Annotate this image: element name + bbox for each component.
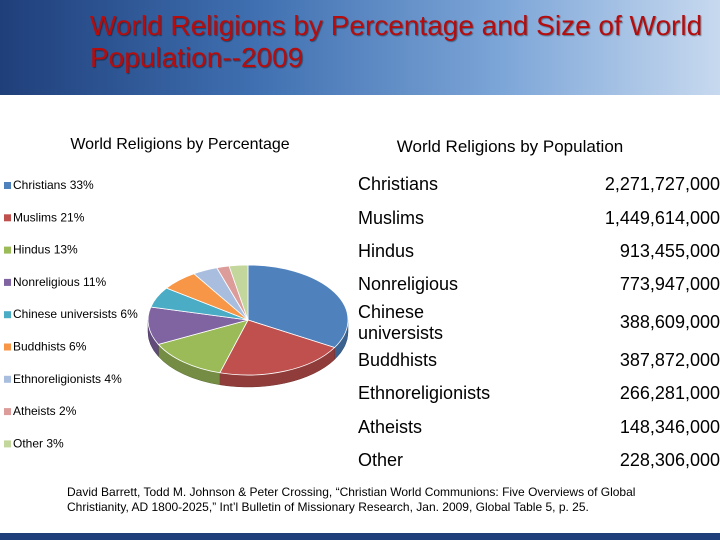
population-value: 148,346,000 bbox=[619, 416, 720, 437]
pie-slice bbox=[219, 319, 336, 376]
legend-name: Atheists bbox=[13, 404, 56, 418]
pie-chart: World Religions by Percentage Christians… bbox=[4, 136, 349, 451]
legend-label: Chinese universists 6% bbox=[13, 307, 138, 321]
table-title: World Religions by Population bbox=[396, 137, 624, 156]
table-row: Other 228,306,000 bbox=[358, 444, 720, 477]
legend-name: Christians bbox=[13, 178, 66, 192]
table-row: Chinese universists 388,609,000 bbox=[358, 302, 720, 344]
banner bbox=[0, 0, 720, 95]
population-value: 387,872,000 bbox=[619, 349, 720, 370]
legend-label: Christians 33% bbox=[13, 178, 94, 192]
table-row: Atheists 148,346,000 bbox=[358, 410, 720, 443]
citation: David Barrett, Todd M. Johnson & Peter C… bbox=[67, 485, 636, 514]
pie-slice bbox=[228, 264, 249, 321]
population-value: 1,449,614,000 bbox=[604, 207, 720, 228]
legend-value: 4% bbox=[104, 372, 122, 386]
pie-slice bbox=[147, 306, 249, 345]
legend-name: Ethnoreligionists bbox=[13, 372, 101, 386]
table-row: Buddhists 387,872,000 bbox=[358, 344, 720, 377]
legend-label: Ethnoreligionists 4% bbox=[13, 372, 122, 386]
legend-label: Buddhists 6% bbox=[13, 340, 87, 354]
population-value: 913,455,000 bbox=[619, 240, 720, 261]
legend-swatch bbox=[4, 182, 11, 189]
pie-slice bbox=[157, 319, 249, 374]
legend-name: Muslims bbox=[13, 210, 57, 224]
population-value: 773,947,000 bbox=[619, 274, 720, 295]
legend-value: 6% bbox=[120, 307, 138, 321]
legend-swatch bbox=[4, 408, 11, 416]
table-row: Ethnoreligionists 266,281,000 bbox=[358, 377, 720, 410]
religion-name: Nonreligious bbox=[358, 274, 459, 295]
legend-label: Atheists 2% bbox=[13, 404, 77, 418]
legend-swatch bbox=[4, 311, 11, 319]
religion-name: Muslims bbox=[358, 207, 424, 228]
religion-name: Christians bbox=[358, 174, 439, 195]
pie-slice bbox=[247, 264, 349, 348]
religion-name: Atheists bbox=[358, 416, 423, 437]
population-table: Christians 2,271,727,000 Muslims 1,449,614,… bbox=[358, 168, 720, 477]
legend-value: 3% bbox=[46, 437, 64, 451]
bottom-strip bbox=[0, 533, 720, 540]
legend-label: Hindus 13% bbox=[13, 243, 78, 257]
religion-name: Buddhists bbox=[358, 349, 438, 370]
legend-swatch bbox=[4, 278, 11, 286]
religion-name: Other bbox=[358, 449, 404, 470]
table-row: Christians 2,271,727,000 bbox=[358, 168, 720, 201]
legend-swatch bbox=[4, 375, 11, 383]
legend-swatch bbox=[4, 343, 11, 351]
population-value: 228,306,000 bbox=[619, 449, 720, 470]
legend-swatch bbox=[4, 246, 11, 254]
legend-name: Other bbox=[13, 437, 43, 451]
legend-value: 13% bbox=[54, 243, 78, 257]
table-row: Nonreligious 773,947,000 bbox=[358, 268, 720, 301]
legend-swatch bbox=[4, 440, 11, 448]
population-value: 2,271,727,000 bbox=[604, 174, 720, 195]
religion-name: Ethnoreligionists bbox=[358, 383, 491, 404]
religion-name: Hindus bbox=[358, 240, 415, 261]
legend-swatch bbox=[4, 214, 11, 222]
population-value: 266,281,000 bbox=[619, 383, 720, 404]
religion-name: Chinese universists bbox=[358, 301, 444, 343]
legend-value: 21% bbox=[60, 210, 84, 224]
legend-value: 33% bbox=[70, 178, 94, 192]
legend-label: Muslims 21% bbox=[13, 210, 85, 224]
legend-name: Nonreligious bbox=[13, 275, 80, 289]
legend-label: Other 3% bbox=[13, 437, 64, 451]
legend-name: Buddhists bbox=[13, 340, 66, 354]
legend-name: Hindus bbox=[13, 243, 50, 257]
chart-title: World Religions by Percentage bbox=[70, 136, 289, 153]
legend-value: 11% bbox=[83, 275, 106, 289]
table-row: Muslims 1,449,614,000 bbox=[358, 201, 720, 234]
legend-value: 6% bbox=[69, 340, 87, 354]
legend-value: 2% bbox=[59, 404, 77, 418]
population-value: 388,609,000 bbox=[619, 312, 720, 333]
table-row: Hindus 913,455,000 bbox=[358, 235, 720, 268]
slide-title: World Religions by Percentage and Size o… bbox=[90, 10, 703, 73]
legend-name: Chinese universists bbox=[13, 307, 117, 321]
legend-label: Nonreligious 11% bbox=[13, 275, 107, 289]
